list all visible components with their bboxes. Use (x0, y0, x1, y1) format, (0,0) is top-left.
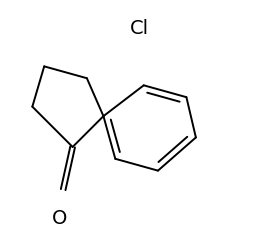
Text: Cl: Cl (130, 19, 148, 38)
Text: O: O (52, 209, 67, 228)
